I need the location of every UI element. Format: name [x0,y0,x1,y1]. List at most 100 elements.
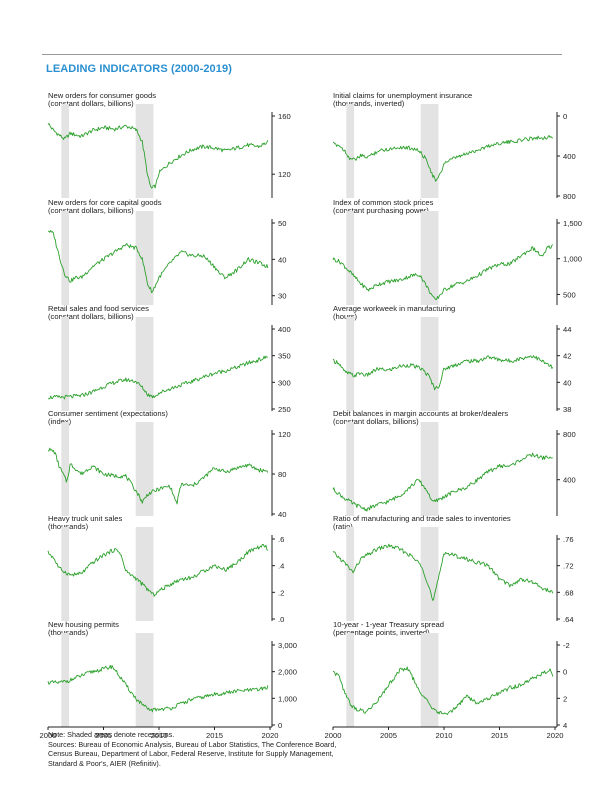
recession-band [61,422,70,516]
note-line: Sources: Bureau of Economic Analysis, Bu… [48,739,337,749]
chart-panel: Ratio of manufacturing and trade sales t… [332,514,574,624]
chart-panel: Index of common stock prices(constant pu… [332,198,582,305]
series-line [332,666,554,715]
recession-band [420,422,439,516]
top-rule [42,54,562,55]
recession-band [420,317,439,411]
x-tick-label: 2005 [380,731,397,740]
x-tick-label: 2010 [151,731,168,740]
chart-title: 10-year - 1-year Treasury spread [333,620,444,629]
chart-subtitle: (thousands) [48,628,89,637]
chart-subtitle: (constant dollars, billions) [48,206,134,215]
y-tick-label: 0 [278,721,282,730]
recession-band [61,633,70,727]
y-tick-label: 38 [563,405,571,414]
recession-band [135,422,154,516]
y-tick-label: 120 [278,430,291,439]
note-line: Census Bureau, Department of Labor, Fede… [48,749,334,758]
recession-band [135,211,154,305]
chart-panel: New housing permits(thousands) 3,000 2,000… [40,620,297,740]
y-tick-label: 300 [278,378,291,387]
chart-subtitle: (hours) [333,312,358,321]
y-tick-label: 160 [278,112,291,121]
x-tick-label: 2020 [262,731,279,740]
recession-band [420,527,439,621]
y-tick-label: 2,000 [278,668,297,677]
x-tick-label: 2020 [547,731,564,740]
y-tick-label: .6 [278,535,284,544]
series-line [47,123,269,189]
chart-panel: New orders for consumer goods(constant d… [47,91,291,198]
y-tick-label: 400 [563,152,576,161]
recession-band [135,633,154,727]
series-line [332,452,553,512]
chart-panel: Initial claims for unemployment insuranc… [332,91,576,201]
series-line [47,664,269,713]
y-tick-label: 40 [278,510,286,519]
series-line [332,244,554,301]
y-tick-label: 42 [563,352,571,361]
y-tick-label: 30 [278,292,286,301]
recession-band [61,527,70,621]
y-tick-label: 400 [563,476,576,485]
y-tick-label: .68 [563,588,574,597]
y-tick-label: 40 [278,255,286,264]
x-tick-label: 2000 [40,731,57,740]
chart-subtitle: (percentage points, inverted) [333,628,430,637]
series-line [332,543,554,601]
y-tick-label: 80 [278,470,286,479]
x-tick-label: 2000 [325,731,342,740]
chart-subtitle: (constant dollars, billions) [333,417,419,426]
chart-title: Ratio of manufacturing and trade sales t… [333,514,511,523]
series-line [47,355,268,400]
chart-title: Initial claims for unemployment insuranc… [333,91,472,100]
chart-panel: Heavy truck unit sales(thousands) .6 .4 .2.… [47,514,284,624]
y-tick-label: 0 [563,668,567,677]
chart-subtitle: (thousands, inverted) [333,99,405,108]
series-line [47,447,269,505]
y-tick-label: 50 [278,219,286,228]
y-tick-label: 1,500 [563,219,582,228]
chart-subtitle: (thousands) [48,522,89,531]
chart-subtitle: (ratio) [333,522,353,531]
series-line [48,230,269,294]
recession-band [61,317,70,411]
y-tick-label: .72 [563,562,574,571]
x-tick-label: 2010 [436,731,453,740]
chart-subtitle: (constant purchasing power) [333,206,429,215]
chart-title: New housing permits [48,620,119,629]
x-tick-label: 2015 [491,731,508,740]
y-tick-label: 800 [563,430,576,439]
recession-band [346,104,355,198]
source-notes: Note: Shaded areas denote recessions. So… [48,730,336,768]
recession-band [61,104,70,198]
recession-band [346,211,355,305]
recession-band [135,527,154,621]
series-line [332,135,554,182]
y-tick-label: 350 [278,352,291,361]
y-tick-label: -2 [563,641,570,650]
y-tick-label: 250 [278,405,291,414]
chart-panel: Debit balances in margin accounts at bro… [332,409,576,516]
series-line [47,543,269,597]
y-tick-label: .76 [563,535,574,544]
recession-band [135,317,154,411]
chart-panel: Retail sales and food services(constant … [47,304,291,414]
y-tick-label: .4 [278,562,284,571]
recession-band [346,422,355,516]
recession-band [346,317,355,411]
recession-band [420,633,439,727]
chart-title: Average workweek in manufacturing [333,304,455,313]
chart-panel: Consumer sentiment (expectations)(index)… [47,409,291,519]
recession-band [346,633,355,727]
chart-subtitle: (index) [48,417,72,426]
y-tick-label: .0 [278,615,284,624]
y-tick-label: 3,000 [278,641,297,650]
y-tick-label: 0 [563,112,567,121]
recession-band [420,104,439,198]
chart-title: Retail sales and food services [48,304,149,313]
series-line [332,355,554,391]
y-tick-label: 800 [563,192,576,201]
x-tick-label: 2015 [206,731,223,740]
